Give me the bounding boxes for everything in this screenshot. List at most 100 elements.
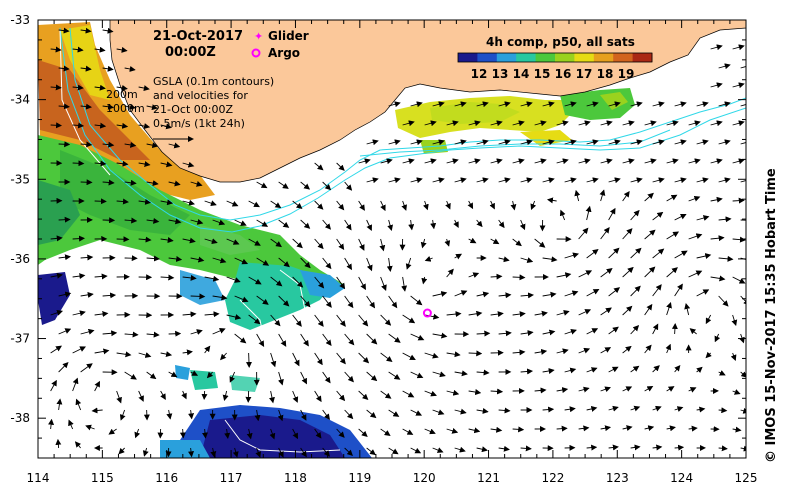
velocity-arrow [94,160,107,167]
velocity-arrow [222,390,229,402]
velocity-arrow [630,365,640,373]
velocity-arrow [146,180,159,187]
velocity-arrow [270,352,277,368]
velocity-arrow [248,238,261,246]
velocity-arrow [489,200,495,210]
velocity-arrow [710,44,723,51]
velocity-arrow [446,427,459,434]
velocity-arrow [138,161,151,167]
velocity-arrow [72,377,79,392]
velocity-arrow [85,424,95,431]
velocity-arrow [102,292,117,299]
velocity-arrow [444,238,451,247]
velocity-arrow [269,390,275,404]
velocity-arrow [432,447,444,453]
velocity-arrow [490,311,504,318]
velocity-arrow [520,368,534,375]
velocity-arrow [718,445,728,452]
velocity-arrow [80,141,93,148]
velocity-arrow [408,219,415,231]
colorbar-tick-label: 16 [555,67,572,81]
plot-frame [37,19,747,459]
velocity-arrow [358,276,366,291]
velocity-arrow [666,267,678,278]
velocity-arrow [652,323,659,335]
velocity-arrow [142,447,149,457]
velocity-arrow [204,311,220,318]
x-tick-label: 123 [606,471,629,485]
velocity-arrow [574,189,581,202]
velocity-arrow [80,65,92,72]
x-tick-label: 118 [284,471,307,485]
velocity-arrow [50,235,63,242]
velocity-arrow [226,200,239,207]
velocity-arrow [476,177,489,184]
velocity-arrow [600,158,613,165]
velocity-arrow [234,333,247,344]
velocity-arrow [446,120,459,127]
velocity-arrow [344,181,353,191]
velocity-arrow [424,352,439,359]
velocity-arrow [72,160,85,167]
velocity-arrow [380,158,393,165]
velocity-arrow [336,314,346,327]
velocity-arrow [608,101,621,108]
velocity-arrow [622,120,635,127]
velocity-arrow [182,349,193,356]
velocity-arrow [718,216,732,223]
velocity-arrow [138,236,152,243]
velocity-arrow [388,409,400,417]
velocity-arrow [520,292,535,299]
x-tick-label: 119 [348,471,371,485]
velocity-arrow [226,238,240,245]
velocity-arrow [119,409,126,421]
velocity-arrow [102,330,118,337]
velocity-arrow [358,352,370,364]
velocity-arrow [181,390,187,400]
velocity-arrow [322,409,330,421]
velocity-arrow [556,425,568,432]
velocity-arrow [740,142,746,145]
velocity-arrow [559,209,566,221]
velocity-arrow [248,314,261,325]
velocity-arrow [58,362,69,373]
velocity-arrow [585,205,592,221]
velocity-arrow [278,181,289,189]
velocity-arrow [212,257,227,264]
velocity-arrow [696,289,710,297]
velocity-arrow [410,101,423,108]
velocity-arrow [468,158,481,165]
velocity-arrow [630,101,643,108]
colorbar-title: 4h comp, p50, all sats [486,35,635,49]
annotation-line-1: GSLA (0.1m contours) [153,75,274,88]
velocity-arrow [671,322,678,335]
velocity-arrow [224,428,231,439]
velocity-arrow [344,333,355,346]
velocity-arrow [146,371,157,380]
velocity-arrow [58,291,72,298]
velocity-arrow [424,313,440,320]
velocity-arrow [564,177,577,184]
velocity-arrow [168,371,178,378]
velocity-arrow [358,200,365,211]
velocity-arrow [718,255,734,262]
velocity-arrow [688,270,703,278]
velocity-arrow [234,257,249,265]
velocity-arrow [718,139,731,146]
velocity-arrow [468,389,482,395]
velocity-arrow [556,272,572,279]
velocity-arrow [622,158,635,165]
velocity-arrow [138,198,152,205]
velocity-arrow [314,238,324,250]
velocity-arrow [358,314,369,327]
velocity-arrow [674,406,684,412]
velocity-arrow [358,390,369,401]
x-tick-label: 124 [670,471,693,485]
velocity-arrow [520,445,532,452]
velocity-arrow [600,120,613,127]
velocity-arrow [146,255,160,262]
velocity-arrow [608,207,616,221]
velocity-arrow [300,181,311,190]
velocity-arrow [454,139,467,146]
velocity-arrow [138,123,151,130]
